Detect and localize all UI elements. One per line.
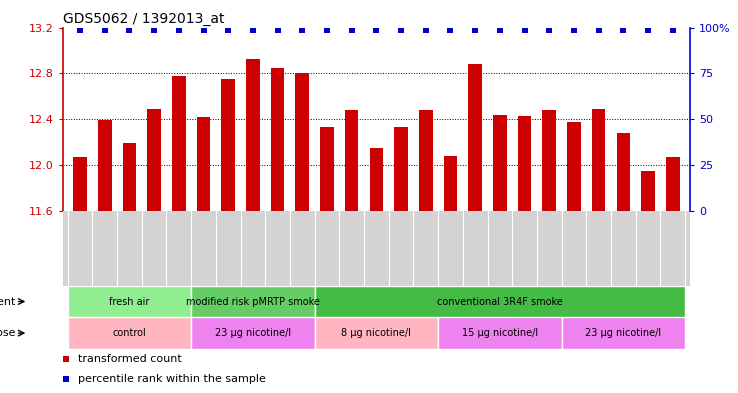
Bar — [592, 109, 605, 211]
Bar — [493, 115, 507, 211]
Bar — [394, 127, 408, 211]
Bar — [123, 143, 137, 211]
Text: modified risk pMRTP smoke: modified risk pMRTP smoke — [186, 297, 320, 307]
Bar — [542, 110, 556, 211]
Bar — [172, 76, 185, 211]
Bar — [246, 59, 260, 211]
Bar — [469, 64, 482, 211]
Bar — [568, 121, 581, 211]
Bar — [271, 68, 284, 211]
Bar — [314, 286, 685, 317]
Text: agent: agent — [0, 297, 15, 307]
Bar — [419, 110, 432, 211]
Bar — [438, 317, 562, 349]
Bar — [68, 317, 191, 349]
Text: control: control — [112, 328, 146, 338]
Text: 15 µg nicotine/l: 15 µg nicotine/l — [462, 328, 538, 338]
Bar — [444, 156, 458, 211]
Bar — [68, 286, 191, 317]
Bar — [221, 79, 235, 211]
Bar — [197, 117, 210, 211]
Text: dose: dose — [0, 328, 15, 338]
Bar — [98, 121, 111, 211]
Text: transformed count: transformed count — [78, 354, 182, 364]
Bar — [345, 110, 359, 211]
Bar — [73, 157, 87, 211]
Text: conventional 3R4F smoke: conventional 3R4F smoke — [437, 297, 563, 307]
Text: 23 µg nicotine/l: 23 µg nicotine/l — [585, 328, 661, 338]
Bar — [562, 317, 685, 349]
Bar — [616, 133, 630, 211]
Text: percentile rank within the sample: percentile rank within the sample — [78, 374, 266, 384]
Bar — [641, 171, 655, 211]
Text: 8 µg nicotine/l: 8 µg nicotine/l — [342, 328, 411, 338]
Bar — [666, 157, 680, 211]
Bar — [518, 116, 531, 211]
Bar — [295, 73, 309, 211]
Bar — [370, 148, 383, 211]
Bar — [314, 317, 438, 349]
Bar — [148, 109, 161, 211]
Text: 23 µg nicotine/l: 23 µg nicotine/l — [215, 328, 291, 338]
Text: fresh air: fresh air — [109, 297, 150, 307]
Bar — [191, 317, 314, 349]
Bar — [191, 286, 314, 317]
Text: GDS5062 / 1392013_at: GDS5062 / 1392013_at — [63, 13, 224, 26]
Bar — [320, 127, 334, 211]
